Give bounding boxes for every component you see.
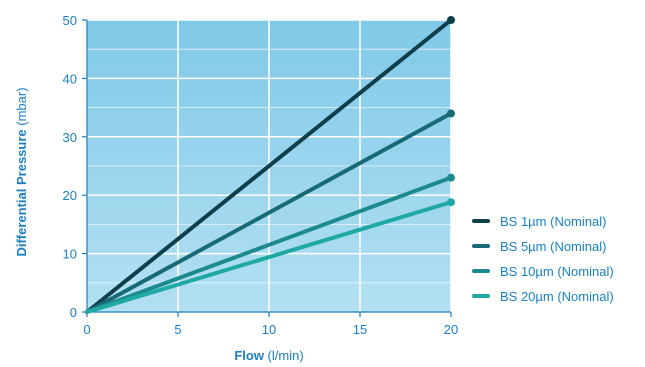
series-line-3 [85,175,453,314]
x-tick-label: 5 [174,322,181,337]
y-axis-title: Differential Pressure (mbar) [14,87,29,256]
x-tick-label: 0 [83,322,90,337]
series-lines [85,16,455,314]
x-axis-title-main: Flow [234,348,264,363]
series-line-1 [85,18,453,314]
series-line-2 [85,111,453,314]
y-axis-title-main: Differential Pressure [14,129,29,256]
y-tick-label: 50 [63,13,77,28]
series-end-point-2 [447,109,455,118]
legend-label-1: BS 1µm (Nominal) [500,214,606,229]
x-tick-label: 10 [262,322,276,337]
series-end-point-4 [447,198,455,207]
legend: BS 1µm (Nominal) BS 5µm (Nominal) BS 10µm … [472,214,614,304]
series-end-point-3 [447,173,455,182]
x-axis-title-unit: (l/min) [264,348,304,363]
series-line-4 [85,200,453,314]
y-tick-label: 30 [63,130,77,145]
axes [82,19,452,317]
y-tick-label: 0 [70,305,77,320]
x-tick-label: 15 [353,322,367,337]
y-tick-label: 10 [63,247,77,262]
y-tick-label: 20 [63,188,77,203]
series-end-point-1 [447,16,455,24]
y-tick-label: 40 [63,71,77,86]
legend-label-4: BS 20µm (Nominal) [500,289,614,304]
x-tick-label: 20 [444,322,458,337]
legend-label-3: BS 10µm (Nominal) [500,264,614,279]
legend-label-2: BS 5µm (Nominal) [500,239,606,254]
x-axis-title: Flow (l/min) [234,348,303,363]
tick-labels: 0 5 10 15 20 0 10 20 30 40 50 [63,13,459,337]
y-axis-title-unit: (mbar) [14,87,29,129]
